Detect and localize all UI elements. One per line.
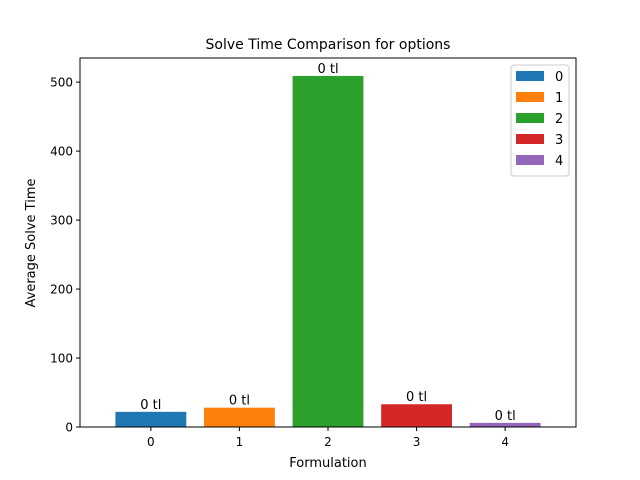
y-tick-label-100: 100	[50, 352, 73, 366]
x-tick-label-4: 4	[501, 435, 509, 449]
bar-4	[469, 422, 541, 427]
y-tick-label-400: 400	[50, 145, 73, 159]
legend-label-0: 0	[555, 70, 563, 85]
legend-swatch-4	[516, 155, 544, 165]
data-label-0: 0 tl	[140, 398, 161, 413]
y-tick-label-0: 0	[65, 421, 73, 435]
legend-swatch-0	[516, 71, 544, 81]
x-tick-label-3: 3	[413, 435, 421, 449]
legend-label-3: 3	[555, 133, 563, 148]
data-label-3: 0 tl	[406, 390, 427, 405]
data-label-4: 0 tl	[495, 409, 516, 424]
x-axis-label: Formulation	[289, 456, 366, 471]
y-tick-label-300: 300	[50, 214, 73, 228]
data-label-2: 0 tl	[317, 62, 338, 77]
y-axis-label: Average Solve Time	[24, 179, 39, 308]
y-tick-label-200: 200	[50, 283, 73, 297]
bar-1	[204, 407, 275, 427]
chart-title: Solve Time Comparison for options	[206, 37, 451, 53]
plot-area: 0 tl 0 tl 0 tl 0 tl 0 tl 0 100 200 300 400 500 0 1 2 3…	[50, 57, 577, 449]
bar-3	[381, 404, 452, 427]
legend-swatch-3	[516, 134, 544, 144]
legend-label-1: 1	[555, 91, 563, 106]
bar-0	[115, 411, 187, 427]
data-label-1: 0 tl	[229, 394, 250, 409]
legend-label-4: 4	[555, 154, 563, 169]
x-tick-label-2: 2	[324, 435, 332, 449]
legend: 0 1 2 3 4	[510, 64, 570, 177]
bar-2	[292, 75, 364, 427]
x-tick-label-1: 1	[236, 435, 244, 449]
legend-swatch-2	[516, 113, 544, 123]
y-tick-label-500: 500	[50, 76, 73, 90]
legend-label-2: 2	[555, 112, 563, 127]
legend-swatch-1	[516, 92, 544, 102]
x-tick-label-0: 0	[147, 435, 155, 449]
